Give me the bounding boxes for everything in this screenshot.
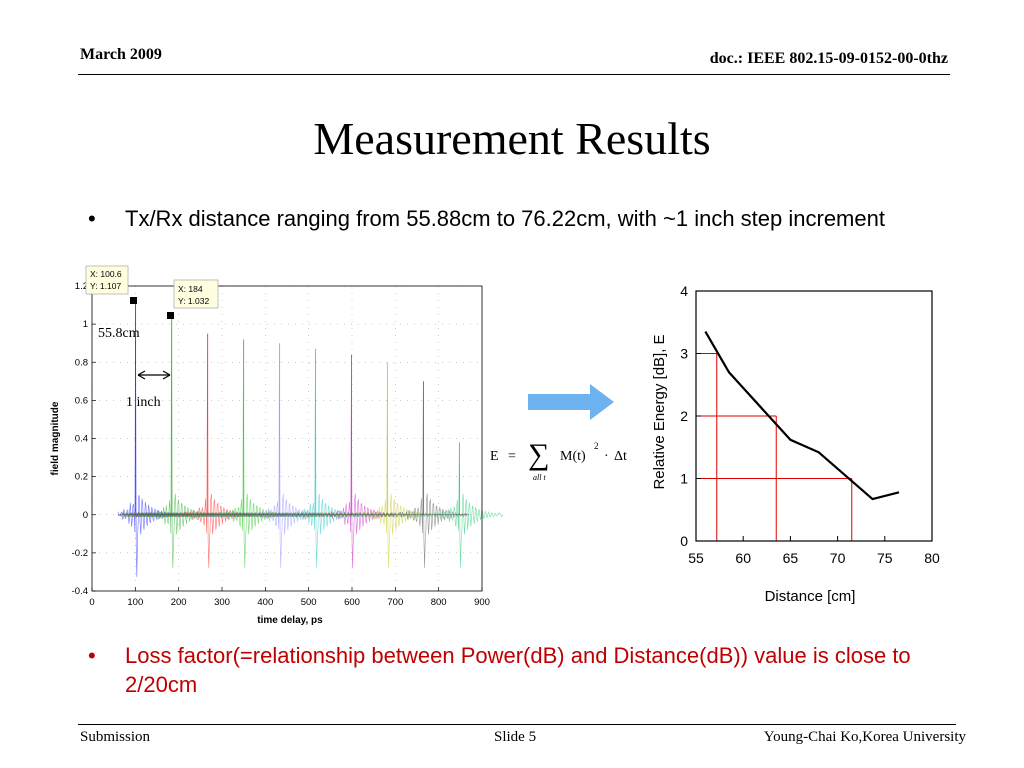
datatip-1-y: Y: 1.107: [90, 281, 121, 291]
waveform-series: [122, 333, 252, 568]
x-tick-label: 800: [431, 597, 447, 608]
formula-exp: 2: [594, 441, 599, 451]
footer-slide-number: Slide 5: [494, 729, 537, 745]
datatip-2-marker: [167, 312, 174, 319]
x-tick-label: 700: [387, 597, 403, 608]
y-tick-label: 0.6: [75, 395, 88, 406]
y-tick-label: 2: [680, 408, 688, 424]
waveform-series: [124, 339, 288, 568]
y-axis-label: field magnitude: [50, 401, 61, 475]
datatip-2: X: 184 Y: 1.032: [167, 279, 219, 319]
y-axis-label: Relative Energy [dB], E: [651, 334, 668, 489]
formula-dot: ·: [604, 449, 609, 464]
energy-formula: E = ∑ all t M(t) 2 · Δt: [490, 438, 627, 482]
x-tick-label: 400: [257, 597, 273, 608]
x-tick-label: 70: [830, 550, 846, 566]
x-tick-label: 0: [89, 597, 94, 608]
formula-dt: Δt: [614, 449, 627, 464]
y-tick-label: -0.4: [72, 586, 88, 597]
bullet-text: Loss factor(=relationship between Power(…: [125, 643, 911, 697]
waveform-series: [130, 354, 395, 568]
formula-eq: =: [508, 449, 516, 464]
footer-rule: [78, 724, 956, 725]
header-date: March 2009: [80, 46, 162, 63]
energy-series-line: [704, 331, 900, 501]
waveform-series: [126, 343, 324, 568]
waveform-series: [133, 362, 432, 568]
bullet-dot: •: [88, 643, 96, 668]
y-tick-label: 4: [680, 283, 688, 299]
x-tick-label: 600: [344, 597, 360, 608]
x-axis-label: time delay, ps: [257, 615, 323, 626]
x-tick-label: 65: [783, 550, 799, 566]
formula-sub: all t: [533, 473, 546, 482]
slide-title: Measurement Results: [313, 113, 711, 164]
bullet-text: Tx/Rx distance ranging from 55.88cm to 7…: [125, 206, 885, 231]
y-tick-label: 0.2: [75, 472, 88, 483]
datatip-1-x: X: 100.6: [90, 269, 122, 279]
y-tick-label: -0.2: [72, 548, 88, 559]
distance-label: 55.8cm: [98, 326, 140, 341]
x-tick-label: 60: [735, 550, 751, 566]
waveform-series: [137, 442, 504, 568]
datatip-1-marker: [130, 297, 137, 304]
formula-lhs: E: [490, 449, 499, 464]
y-tick-label: 0.8: [75, 357, 88, 368]
footer-right: Young-Chai Ko,Korea University: [763, 729, 966, 745]
footer-left: Submission: [80, 729, 151, 745]
x-tick-label: 300: [214, 597, 230, 608]
formula-body: M(t): [560, 449, 586, 464]
energy-chart: 55 60 65 70 75 80 0 1 2 3 4 Distance [cm] Relative…: [651, 283, 940, 605]
x-axis-label: Distance [cm]: [765, 588, 856, 605]
x-tick-label: 80: [924, 550, 940, 566]
x-tick-label: 900: [474, 597, 490, 608]
y-tick-label: 3: [680, 346, 688, 362]
step-label: 1 inch: [126, 395, 161, 410]
y-tick-label: 1: [83, 319, 88, 330]
y-tick-label: 1.2: [75, 281, 88, 292]
x-tick-label: 100: [127, 597, 143, 608]
sigma-icon: ∑: [528, 438, 549, 471]
x-tick-label: 200: [171, 597, 187, 608]
waveform-series: [117, 303, 179, 577]
waveform-series: [135, 381, 468, 568]
y-tick-label: 0: [680, 533, 688, 549]
datatip-1: X: 100.6 Y: 1.107: [85, 265, 137, 304]
waveform-chart: 0 100 200 300 400 500 600 700 800 900 -0.4 -0.2 0 0.2…: [50, 265, 504, 626]
datatip-2-x: X: 184: [178, 284, 203, 294]
y-tick-label: 1: [680, 471, 688, 487]
double-arrow-icon: [137, 370, 171, 380]
right-arrow-icon: [528, 384, 614, 420]
header-rule: [78, 74, 950, 75]
datatip-2-y: Y: 1.032: [178, 296, 209, 306]
bullet-dot: •: [88, 206, 96, 231]
x-tick-label: 500: [301, 597, 317, 608]
header-doc-id: doc.: IEEE 802.15-09-0152-00-0thz: [709, 50, 948, 67]
y-tick-label: 0: [83, 510, 88, 521]
x-tick-label: 55: [688, 550, 704, 566]
x-tick-label: 75: [877, 550, 893, 566]
y-tick-label: 0.4: [75, 434, 88, 445]
waveform-series: [119, 317, 216, 568]
